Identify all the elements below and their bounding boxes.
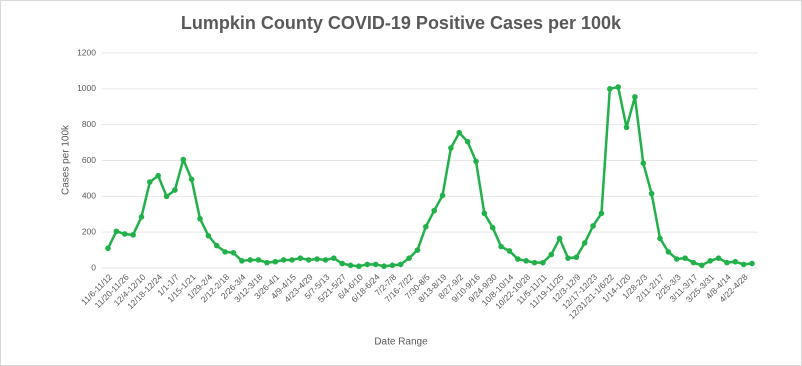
point <box>548 251 555 258</box>
y-tick-label: 600 <box>82 155 96 165</box>
point <box>623 124 630 131</box>
point <box>130 232 136 238</box>
point <box>489 224 496 231</box>
y-tick-label: 400 <box>82 191 96 201</box>
point <box>590 223 596 229</box>
y-tick-label: 0 <box>91 262 96 272</box>
point <box>347 262 354 269</box>
chart-title: Lumpkin County COVID-19 Positive Cases p… <box>181 13 622 33</box>
point <box>682 255 688 261</box>
point <box>280 257 287 263</box>
point <box>381 263 387 270</box>
y-tick-label: 1000 <box>77 83 96 93</box>
point <box>724 259 730 266</box>
y-axis-label: Cases per 100k <box>61 124 72 195</box>
point <box>740 261 747 268</box>
point <box>464 138 471 145</box>
point <box>188 176 195 183</box>
point <box>448 145 454 151</box>
point <box>113 228 120 235</box>
point <box>155 172 161 179</box>
point <box>305 257 312 263</box>
y-tick-label: 200 <box>82 226 96 236</box>
point <box>732 258 739 265</box>
point <box>356 263 362 270</box>
point <box>406 255 412 261</box>
point <box>473 158 479 165</box>
point <box>565 255 571 261</box>
point <box>581 240 588 246</box>
point <box>314 256 320 262</box>
point <box>414 247 421 253</box>
point <box>515 256 521 262</box>
point <box>573 254 580 261</box>
point <box>180 156 187 163</box>
point <box>172 187 178 193</box>
point <box>715 255 722 261</box>
point <box>213 242 220 249</box>
point <box>264 259 270 266</box>
point <box>456 129 463 136</box>
point <box>289 257 295 263</box>
point <box>272 258 279 265</box>
point <box>372 261 379 268</box>
point <box>540 259 546 266</box>
point <box>197 215 203 222</box>
point <box>163 193 170 200</box>
point <box>239 258 245 264</box>
point <box>690 259 697 266</box>
point <box>673 256 680 262</box>
x-axis-label: Date Range <box>374 337 428 348</box>
point <box>423 223 429 230</box>
point <box>205 232 212 239</box>
point <box>665 249 672 255</box>
point <box>506 248 513 254</box>
point <box>615 84 621 90</box>
point <box>531 259 538 266</box>
point <box>632 94 638 100</box>
point <box>297 255 304 261</box>
point <box>640 160 647 166</box>
point <box>331 255 337 261</box>
point <box>523 258 529 264</box>
point <box>481 210 488 217</box>
point <box>230 249 237 256</box>
point <box>707 258 713 264</box>
point <box>138 214 145 220</box>
point <box>339 260 345 267</box>
point <box>498 243 504 250</box>
point <box>397 261 404 268</box>
point <box>431 207 437 214</box>
point <box>247 257 253 263</box>
point <box>105 245 111 252</box>
point <box>607 86 613 92</box>
point <box>389 262 396 269</box>
y-tick-label: 1200 <box>77 47 96 57</box>
point <box>657 235 663 242</box>
point <box>121 231 128 237</box>
point <box>648 190 655 197</box>
point <box>439 192 446 199</box>
point <box>364 261 371 268</box>
point <box>749 260 755 267</box>
point <box>147 179 153 185</box>
y-tick-label: 800 <box>82 119 96 129</box>
point <box>222 249 228 255</box>
point <box>699 262 705 269</box>
point <box>322 257 329 263</box>
point <box>556 235 563 242</box>
point <box>255 257 262 263</box>
point <box>598 210 605 217</box>
